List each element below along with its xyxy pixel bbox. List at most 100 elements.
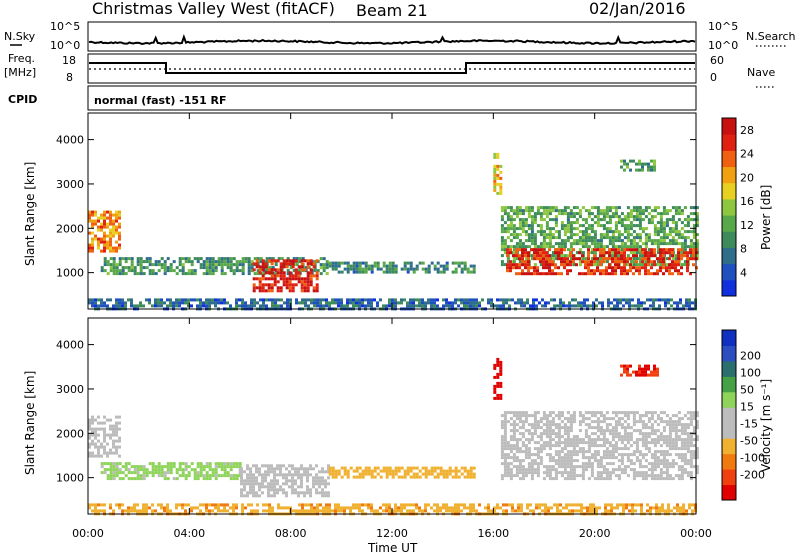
power-cell <box>139 257 143 261</box>
power-cell <box>674 206 678 210</box>
velocity-cell <box>297 473 300 477</box>
velocity-cell <box>196 474 200 478</box>
velocity-cell <box>545 435 549 439</box>
velocity-cell <box>647 426 651 430</box>
velocity-cell <box>608 441 612 445</box>
velocity-cell <box>412 472 416 476</box>
velocity-cell <box>680 426 684 430</box>
power-cell <box>578 257 581 261</box>
power-cell <box>190 260 194 264</box>
velocity-cell <box>662 462 666 466</box>
power-cell <box>635 266 638 270</box>
velocity-cell <box>175 471 179 475</box>
power-cell <box>270 286 274 290</box>
power-cell <box>668 251 671 255</box>
velocity-cell <box>109 448 112 452</box>
velocity-cell <box>328 506 331 510</box>
power-cell <box>674 233 678 237</box>
power-cell <box>295 257 299 261</box>
power-cell <box>608 236 612 240</box>
velocity-cell <box>593 477 597 481</box>
power-cell <box>646 298 649 302</box>
power-cell <box>298 269 302 273</box>
velocity-cell <box>533 471 537 475</box>
velocity-cell <box>571 503 574 507</box>
velocity-cell <box>190 468 194 472</box>
power-cell <box>533 269 536 273</box>
power-cell <box>103 301 106 305</box>
velocity-cell <box>181 506 184 510</box>
power-cell <box>520 301 523 305</box>
velocity-cell <box>647 417 651 421</box>
power-cell <box>291 259 295 263</box>
power-cell <box>659 224 663 228</box>
power-cell <box>121 272 125 276</box>
power-cell <box>91 222 94 226</box>
velocity-cell <box>400 506 403 510</box>
power-cell <box>665 263 669 267</box>
power-cell <box>548 248 551 252</box>
power-cell <box>512 233 516 237</box>
velocity-cell <box>617 474 621 478</box>
power-cell <box>412 298 415 302</box>
power-cell <box>656 212 660 216</box>
power-cell <box>352 270 356 274</box>
velocity-cell <box>527 450 531 454</box>
velocity-cell <box>581 447 585 451</box>
velocity-cell <box>659 462 663 466</box>
velocity-cell <box>644 444 648 448</box>
velocity-cell <box>292 509 295 513</box>
velocity-cell <box>638 420 642 424</box>
power-cell <box>644 236 648 240</box>
power-cell <box>662 242 666 246</box>
velocity-cell <box>662 420 666 424</box>
velocity-cell <box>583 506 586 510</box>
power-cell <box>250 263 254 267</box>
power-cell <box>563 227 567 231</box>
power-cell <box>282 283 286 287</box>
power-cell <box>593 206 597 210</box>
velocity-cell <box>593 456 597 460</box>
power-cell <box>695 245 699 249</box>
power-cell <box>421 301 424 305</box>
power-cell <box>244 301 247 305</box>
power-cell <box>100 301 103 305</box>
velocity-cell <box>626 432 630 436</box>
power-cell <box>217 260 221 264</box>
velocity-cell <box>376 509 379 513</box>
velocity-cell <box>533 453 537 457</box>
power-cell <box>406 267 410 271</box>
power-cell <box>151 269 155 273</box>
power-cell <box>88 219 91 223</box>
velocity-cell <box>662 471 666 475</box>
velocity-cell <box>596 462 600 466</box>
power-cell <box>665 209 669 213</box>
power-cell <box>545 260 548 264</box>
velocity-cell <box>647 364 650 368</box>
velocity-cell <box>249 488 252 492</box>
power-cell <box>106 272 110 276</box>
power-cell <box>124 257 128 261</box>
velocity-cell <box>656 373 659 377</box>
velocity-cell <box>358 472 362 476</box>
power-cell <box>662 251 665 255</box>
velocity-cell <box>94 430 97 434</box>
power-cell <box>115 249 118 253</box>
power-cell <box>109 298 112 302</box>
velocity-cell <box>515 438 519 442</box>
power-cell <box>385 304 388 308</box>
velocity-cell <box>270 479 273 483</box>
power-cell <box>533 221 537 225</box>
power-cell <box>361 298 364 302</box>
power-cell <box>352 301 355 305</box>
power-cell <box>529 304 532 308</box>
power-cell <box>680 245 684 249</box>
velocity-cell <box>560 441 564 445</box>
velocity-cell <box>593 444 597 448</box>
velocity-cell <box>695 435 699 439</box>
velocity-cell <box>88 427 91 431</box>
velocity-cell <box>695 456 699 460</box>
velocity-cell <box>596 426 600 430</box>
power-cell <box>322 257 326 261</box>
velocity-cell <box>686 432 690 436</box>
